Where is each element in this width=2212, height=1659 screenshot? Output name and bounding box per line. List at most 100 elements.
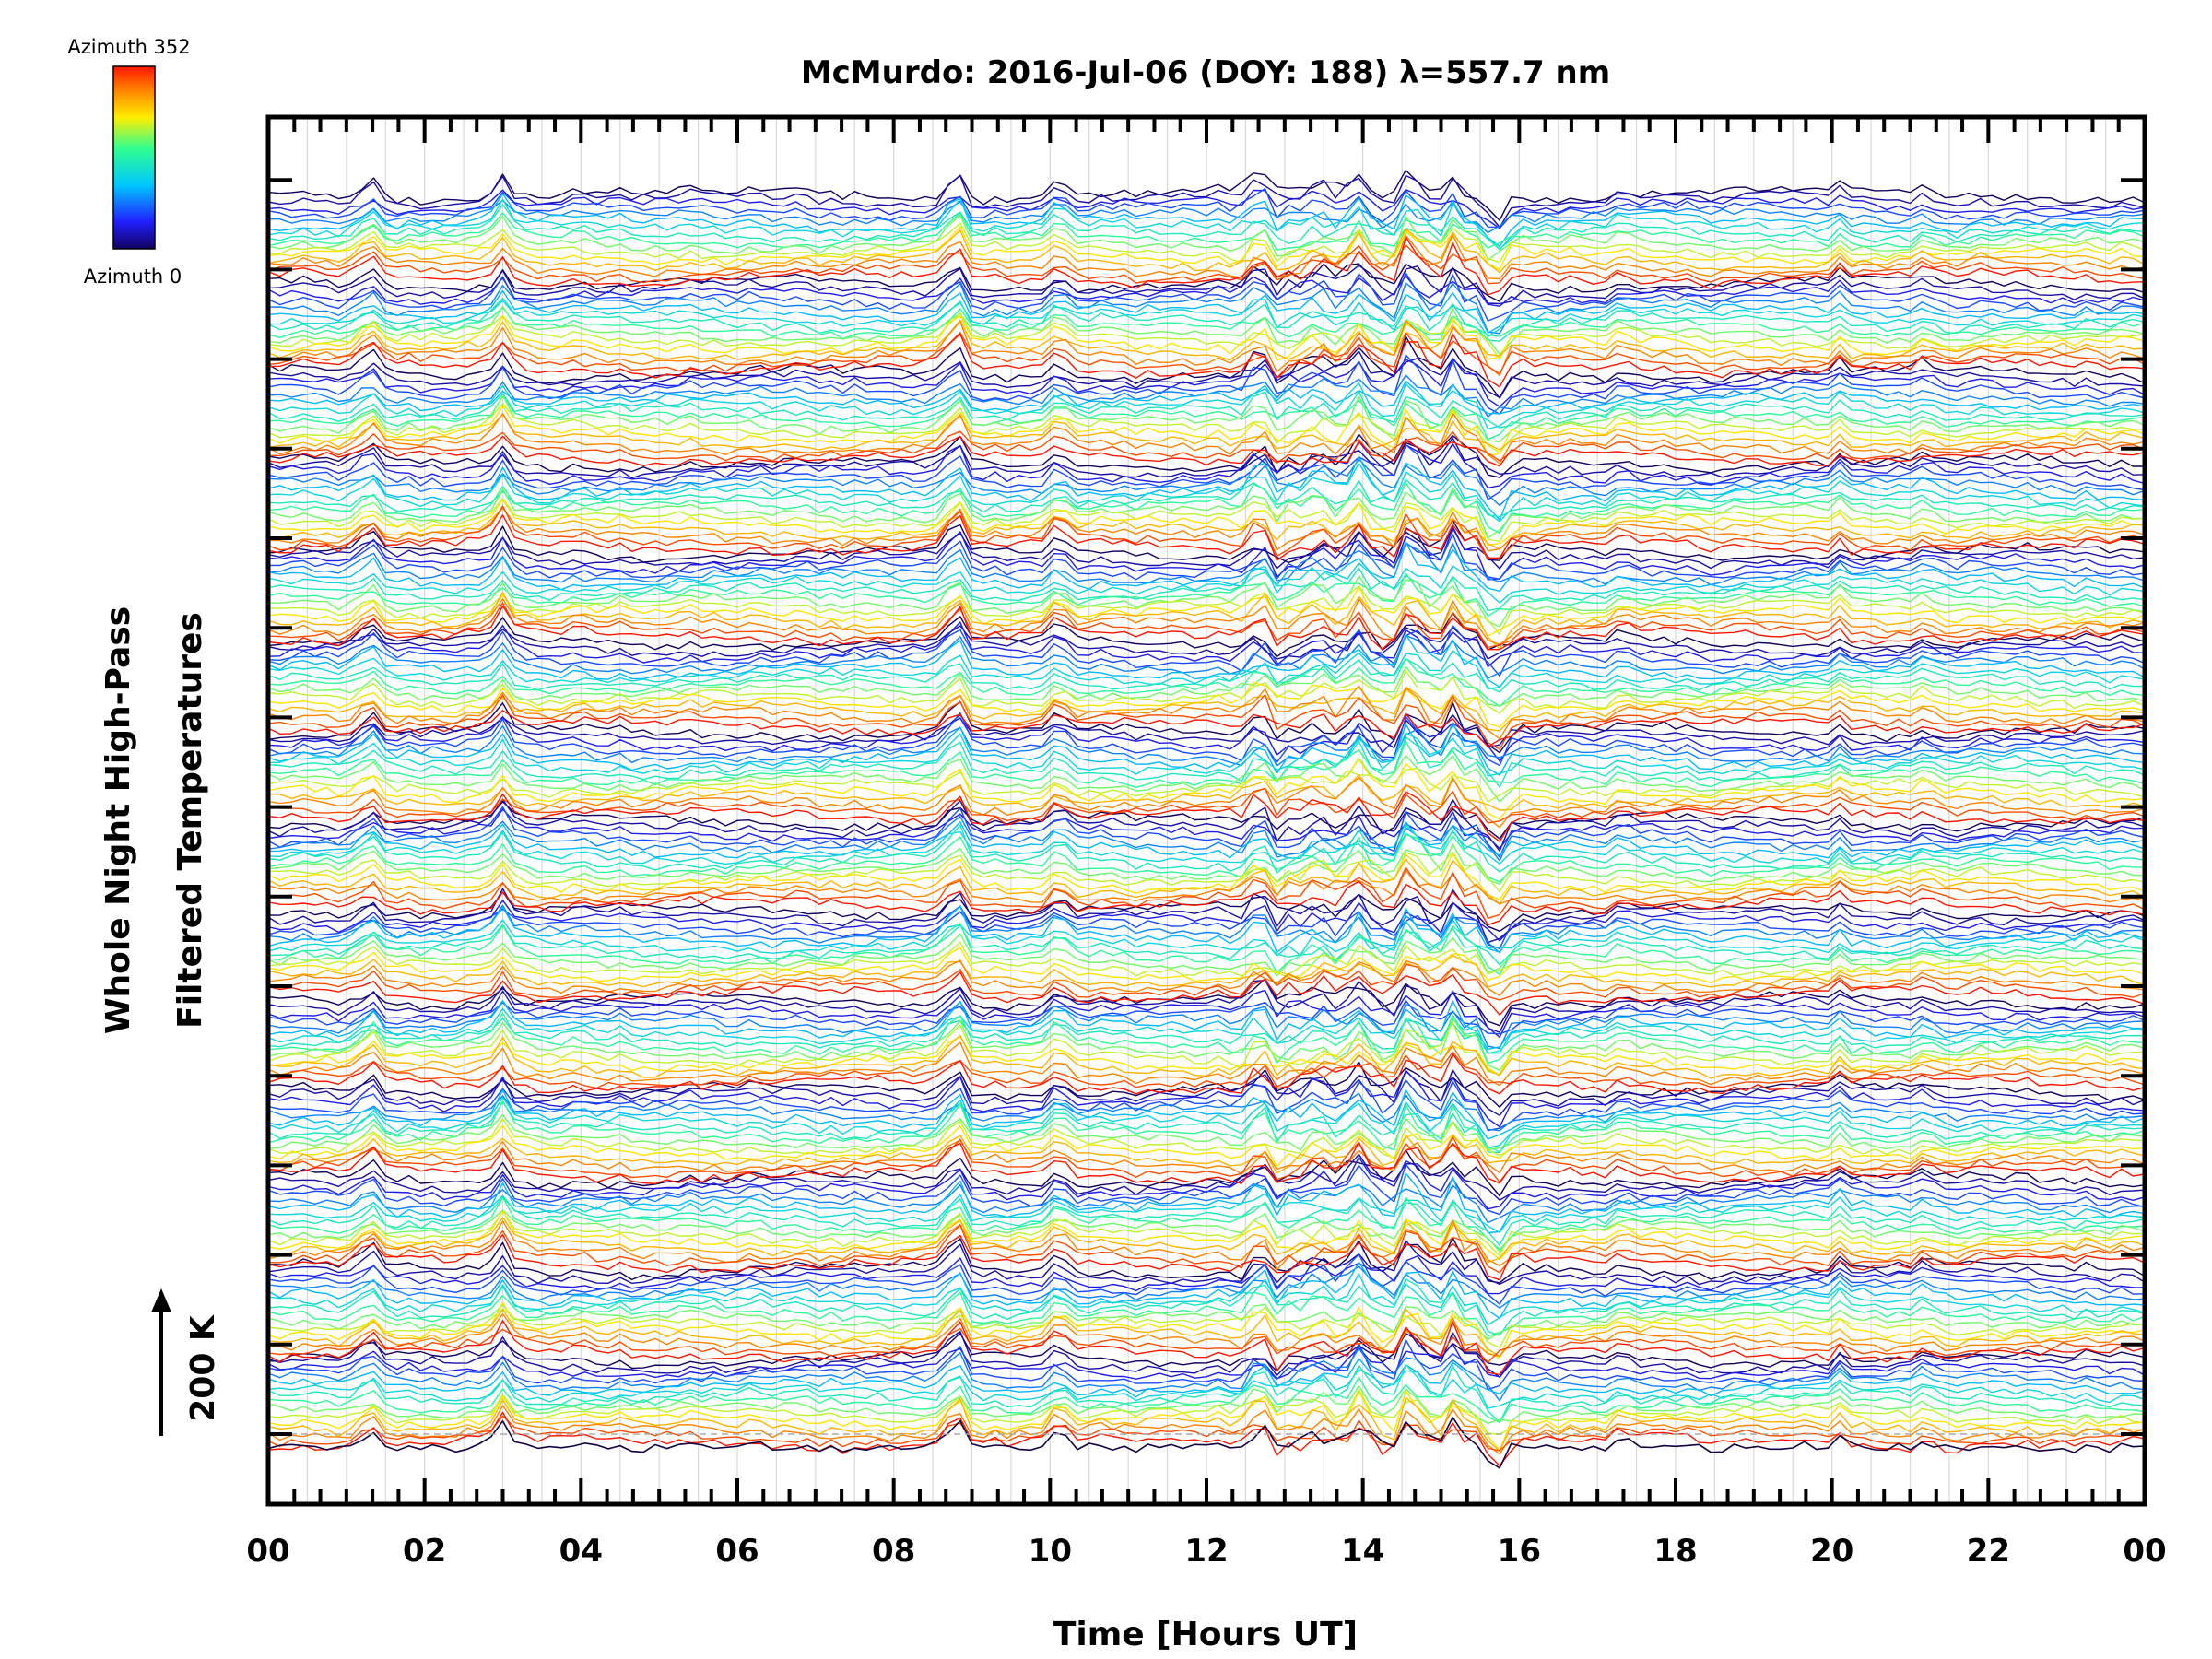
series-line xyxy=(268,989,2145,1038)
series-line xyxy=(268,1135,2145,1183)
series-line xyxy=(268,1308,2145,1358)
y-axis-label-line2: Filtered Temperatures xyxy=(171,612,209,1029)
series-line xyxy=(268,198,2145,251)
series-line xyxy=(268,602,2145,649)
series-line xyxy=(268,1182,2145,1224)
series-line xyxy=(268,858,2145,905)
series-line xyxy=(268,908,2145,949)
series-line xyxy=(268,541,2145,592)
series-line xyxy=(268,430,2145,465)
series-line xyxy=(268,1327,2145,1363)
series-line xyxy=(268,350,2145,398)
series-line xyxy=(268,869,2145,905)
series-line xyxy=(268,740,2145,788)
series-line xyxy=(268,586,2145,637)
series-line xyxy=(268,335,2145,399)
series-line xyxy=(268,712,2145,767)
series-line xyxy=(268,572,2145,618)
series-line xyxy=(268,736,2145,788)
series-line xyxy=(268,971,2145,1016)
series-line xyxy=(268,519,2145,564)
series-line xyxy=(268,1217,2145,1264)
colorbar-bottom-label: Azimuth 0 xyxy=(84,265,182,288)
x-tick-label: 06 xyxy=(715,1533,759,1570)
series-line xyxy=(268,514,2145,561)
series-line xyxy=(268,193,2145,248)
series-line xyxy=(268,585,2145,635)
x-tick-label: 04 xyxy=(559,1533,603,1570)
series-line xyxy=(268,1193,2145,1233)
series-line xyxy=(268,1139,2145,1175)
series-line xyxy=(268,1141,2145,1184)
series-line xyxy=(268,1021,2145,1076)
series-line xyxy=(268,1135,2145,1174)
series-line xyxy=(268,657,2145,693)
series-traces xyxy=(268,170,2145,1469)
series-line xyxy=(268,888,2145,944)
series-line xyxy=(268,1405,2145,1455)
series-line xyxy=(268,1396,2145,1452)
series-line xyxy=(268,1320,2145,1376)
series-line xyxy=(268,212,2145,251)
series-line xyxy=(268,1041,2145,1087)
series-line xyxy=(268,621,2145,667)
series-line xyxy=(268,808,2145,850)
series-line xyxy=(268,487,2145,539)
series-line xyxy=(268,319,2145,361)
series-line xyxy=(268,1411,2145,1466)
series-line xyxy=(268,758,2145,820)
series-line xyxy=(268,189,2145,229)
series-line xyxy=(268,187,2145,229)
series-line xyxy=(268,1273,2145,1326)
series-line xyxy=(268,1291,2145,1337)
series-line xyxy=(268,732,2145,777)
series-line xyxy=(268,1415,2145,1452)
series-line xyxy=(268,842,2145,885)
series-line xyxy=(268,226,2145,271)
series-line xyxy=(268,755,2145,803)
series-line xyxy=(268,443,2145,500)
chart-title: McMurdo: 2016-Jul-06 (DOY: 188) λ=557.7 … xyxy=(801,54,1610,91)
series-line xyxy=(268,275,2145,307)
series-line xyxy=(268,767,2145,803)
series-line xyxy=(268,1326,2145,1378)
series-line xyxy=(268,1278,2145,1336)
series-line xyxy=(268,681,2145,728)
series-line xyxy=(268,787,2145,824)
series-line xyxy=(268,1036,2145,1077)
series-line xyxy=(268,694,2145,750)
y-axis-label-line1: Whole Night High-Pass xyxy=(100,606,137,1034)
series-line xyxy=(268,297,2145,342)
series-line xyxy=(268,963,2145,1001)
series-line xyxy=(268,320,2145,377)
series-line xyxy=(268,685,2145,740)
series-line xyxy=(268,598,2145,646)
series-line xyxy=(268,624,2145,677)
series-line xyxy=(268,357,2145,407)
series-line xyxy=(268,1018,2145,1054)
series-line xyxy=(268,305,2145,356)
series-line xyxy=(268,1261,2145,1319)
x-tick-label: 16 xyxy=(1498,1533,1541,1570)
series-line xyxy=(268,591,2145,650)
series-line xyxy=(268,999,2145,1035)
x-axis-label: Time [Hours UT] xyxy=(1053,1616,1358,1653)
series-line xyxy=(268,567,2145,612)
series-line xyxy=(268,222,2145,264)
series-line xyxy=(268,904,2145,954)
series-line xyxy=(268,665,2145,707)
series-line xyxy=(268,505,2145,560)
series-line xyxy=(268,507,2145,550)
series-line xyxy=(268,1376,2145,1423)
series-line xyxy=(268,821,2145,860)
series-line xyxy=(268,199,2145,234)
series-line xyxy=(268,1069,2145,1116)
x-tick-label: 08 xyxy=(872,1533,915,1570)
series-line xyxy=(268,455,2145,521)
x-tick-labels: 00 02 04 06 08 10 12 14 16 18 20 22 00 xyxy=(246,1533,2166,1570)
x-tick-label: 22 xyxy=(1967,1533,2010,1570)
axis-ticks xyxy=(268,117,2145,1504)
series-line xyxy=(268,435,2145,467)
series-line xyxy=(268,228,2145,274)
